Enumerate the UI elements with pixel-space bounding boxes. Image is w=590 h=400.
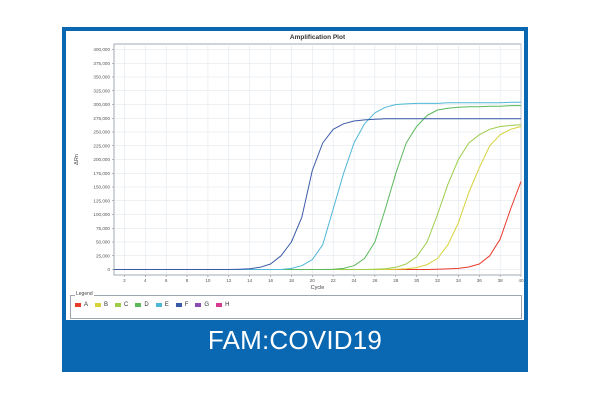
legend-swatch <box>155 303 162 307</box>
chart-panel: 0 25,000 50,000 75,000 100,000 125,000 150,000… <box>66 31 524 320</box>
legend-label: H <box>225 302 230 308</box>
x-tick-label: 10 <box>205 278 211 283</box>
x-tick-label: 12 <box>226 278 232 283</box>
legend-item-D: D <box>135 302 149 308</box>
x-tick-label: 6 <box>165 278 168 283</box>
y-tick-label: 400,000 <box>93 47 110 52</box>
legend-label: E <box>164 302 169 308</box>
x-tick-label: 8 <box>186 278 189 283</box>
x-tick-label: 26 <box>372 278 378 283</box>
legend-swatch <box>135 303 142 307</box>
x-tick-label: 30 <box>414 278 420 283</box>
legend-swatch <box>75 303 81 307</box>
legend-swatch <box>216 303 223 307</box>
amplification-plot: 0 25,000 50,000 75,000 100,000 125,000 150,000… <box>74 34 524 291</box>
y-axis-label: ΔRn <box>74 154 80 165</box>
y-tick-label: 275,000 <box>93 116 110 121</box>
x-tick-label: 38 <box>498 278 504 283</box>
y-tick-label: 125,000 <box>93 198 110 203</box>
series-line-F <box>114 118 521 270</box>
x-tick-label: 28 <box>393 278 399 283</box>
y-tick-label: 175,000 <box>93 171 110 176</box>
x-tick-label: 34 <box>456 278 462 283</box>
x-tick-label: 20 <box>310 278 316 283</box>
legend-label: C <box>124 302 129 308</box>
legend-swatch <box>95 303 102 307</box>
legend-swatch <box>175 303 182 307</box>
x-tick-label: 22 <box>331 278 337 283</box>
legend-swatch <box>115 303 122 307</box>
y-tick-label: 300,000 <box>93 102 110 107</box>
legend-item-H: H <box>216 302 229 308</box>
y-tick-label: 225,000 <box>93 143 110 148</box>
legend-item-F: F <box>175 302 189 308</box>
y-tick-label: 0 <box>107 267 110 272</box>
y-tick-label: 100,000 <box>93 212 110 217</box>
chart-title: Amplification Plot <box>290 34 346 41</box>
x-tick-label: 32 <box>435 278 441 283</box>
y-tick-label: 150,000 <box>93 185 110 190</box>
legend-item-E: E <box>155 302 169 308</box>
legend-item-C: C <box>115 302 128 308</box>
y-tick-label: 325,000 <box>93 88 110 93</box>
y-tick-label: 200,000 <box>93 157 110 162</box>
x-tick-label: 4 <box>144 278 147 283</box>
x-tick-label: 36 <box>477 278 483 283</box>
y-tick-label: 375,000 <box>93 61 110 66</box>
x-tick-label: 14 <box>247 278 253 283</box>
x-axis-label: Cycle <box>311 285 325 291</box>
legend-label: G <box>204 302 210 308</box>
legend-label: D <box>144 302 149 308</box>
legend-label: A <box>84 302 89 308</box>
x-tick-label: 40 <box>518 278 524 283</box>
y-tick-label: 50,000 <box>96 240 110 245</box>
legend-label: B <box>104 302 109 308</box>
x-tick-label: 24 <box>351 278 357 283</box>
legend-title: Legend <box>75 291 94 297</box>
legend-item-G: G <box>195 302 209 308</box>
figure-frame: 0 25,000 50,000 75,000 100,000 125,000 150,000… <box>62 27 528 372</box>
caption: FAM:COVID19 <box>207 325 383 355</box>
legend-label: F <box>184 302 189 308</box>
x-tick-label: 18 <box>289 278 295 283</box>
y-tick-label: 75,000 <box>96 226 110 231</box>
y-tick-label: 250,000 <box>93 130 110 135</box>
y-tick-label: 350,000 <box>93 75 110 80</box>
x-tick-label: 2 <box>123 278 126 283</box>
legend: Legend A B C D E F G H <box>70 291 522 319</box>
legend-item-B: B <box>95 302 108 308</box>
x-tick-label: 16 <box>268 278 274 283</box>
y-tick-label: 25,000 <box>96 253 110 258</box>
legend-item-A: A <box>75 302 88 308</box>
legend-swatch <box>195 303 202 307</box>
legend-items: A B C D E F G H <box>75 302 236 308</box>
